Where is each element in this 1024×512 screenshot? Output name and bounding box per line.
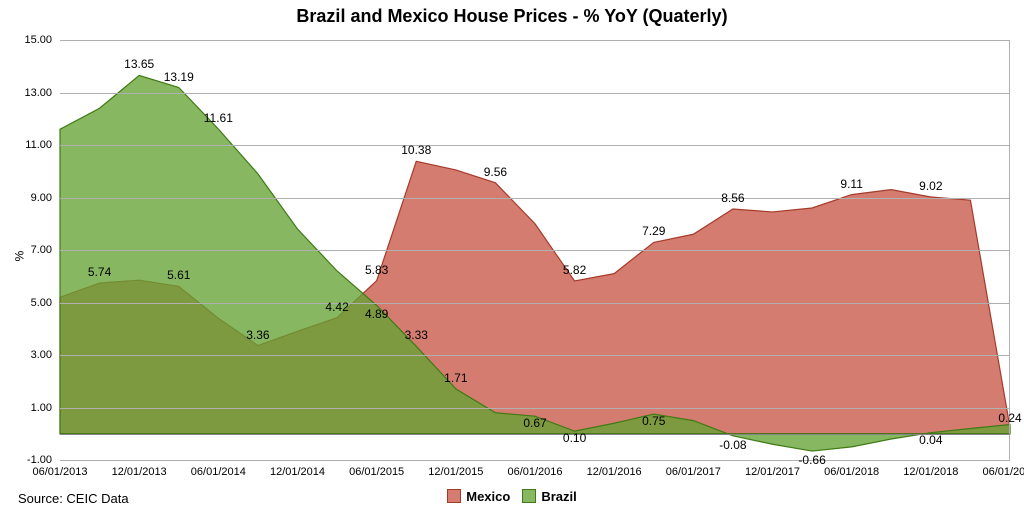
ytick-label: 3.00 <box>31 349 60 361</box>
mexico-data-label: 9.02 <box>919 179 942 193</box>
brazil-data-label: -0.66 <box>798 453 825 467</box>
xtick-label: 06/01/2019 <box>982 460 1024 478</box>
mexico-data-label: 4.42 <box>325 300 348 314</box>
ytick-label: 13.00 <box>24 87 60 99</box>
brazil-data-label: 0.04 <box>919 433 942 447</box>
gridline <box>60 250 1010 251</box>
brazil-data-label: 1.71 <box>444 371 467 385</box>
gridline <box>60 408 1010 409</box>
mexico-data-label: 9.56 <box>484 165 507 179</box>
y-axis-label: % <box>12 251 26 262</box>
brazil-data-label: -0.08 <box>719 438 746 452</box>
xtick-label: 12/01/2013 <box>112 460 167 478</box>
ytick-label: 15.00 <box>24 34 60 46</box>
plot-area: -1.001.003.005.007.009.0011.0013.0015.00… <box>60 40 1010 460</box>
xtick-label: 06/01/2016 <box>507 460 562 478</box>
xtick-label: 12/01/2015 <box>428 460 483 478</box>
brazil-data-label: 4.89 <box>365 307 388 321</box>
mexico-data-label: 7.29 <box>642 224 665 238</box>
gridline <box>60 145 1010 146</box>
brazil-data-label: 13.19 <box>164 70 194 84</box>
brazil-data-label: 13.65 <box>124 57 154 71</box>
gridline <box>60 355 1010 356</box>
legend-item-brazil: Brazil <box>522 489 576 504</box>
xtick-label: 12/01/2018 <box>903 460 958 478</box>
mexico-data-label: 0.24 <box>998 411 1021 425</box>
xtick-label: 12/01/2014 <box>270 460 325 478</box>
gridline <box>60 303 1010 304</box>
legend-swatch-icon <box>522 489 536 503</box>
chart-title: Brazil and Mexico House Prices - % YoY (… <box>0 6 1024 27</box>
mexico-data-label: 5.61 <box>167 268 190 282</box>
mexico-data-label: 3.36 <box>246 328 269 342</box>
legend-label: Brazil <box>541 489 576 504</box>
xtick-label: 12/01/2016 <box>587 460 642 478</box>
brazil-data-label: 0.10 <box>563 431 586 445</box>
chart-container: Brazil and Mexico House Prices - % YoY (… <box>0 0 1024 512</box>
xtick-label: 06/01/2013 <box>32 460 87 478</box>
mexico-data-label: 9.11 <box>840 177 862 191</box>
ytick-label: 9.00 <box>31 192 60 204</box>
mexico-data-label: 8.56 <box>721 191 744 205</box>
brazil-data-label: 0.75 <box>642 414 665 428</box>
zero-line <box>60 434 1010 435</box>
gridline <box>60 198 1010 199</box>
xtick-label: 06/01/2017 <box>666 460 721 478</box>
gridline <box>60 93 1010 94</box>
mexico-data-label: 10.38 <box>401 143 431 157</box>
crossover-data-label: 5.83 <box>365 263 388 277</box>
xtick-label: 06/01/2014 <box>191 460 246 478</box>
ytick-label: 5.00 <box>31 297 60 309</box>
mexico-data-label: 5.74 <box>88 265 111 279</box>
ytick-label: 1.00 <box>31 402 60 414</box>
xtick-label: 06/01/2018 <box>824 460 879 478</box>
brazil-data-label: 3.33 <box>405 328 428 342</box>
mexico-data-label: 5.82 <box>563 263 586 277</box>
ytick-label: 11.00 <box>25 139 60 151</box>
legend-item-mexico: Mexico <box>447 489 510 504</box>
legend-swatch-icon <box>447 489 461 503</box>
gridline <box>60 40 1010 41</box>
xtick-label: 12/01/2017 <box>745 460 800 478</box>
ytick-label: 7.00 <box>31 244 60 256</box>
brazil-data-label: 0.67 <box>523 416 546 430</box>
legend-label: Mexico <box>466 489 510 504</box>
brazil-data-label: 11.61 <box>204 111 233 125</box>
legend: Mexico Brazil <box>0 489 1024 507</box>
xtick-label: 06/01/2015 <box>349 460 404 478</box>
